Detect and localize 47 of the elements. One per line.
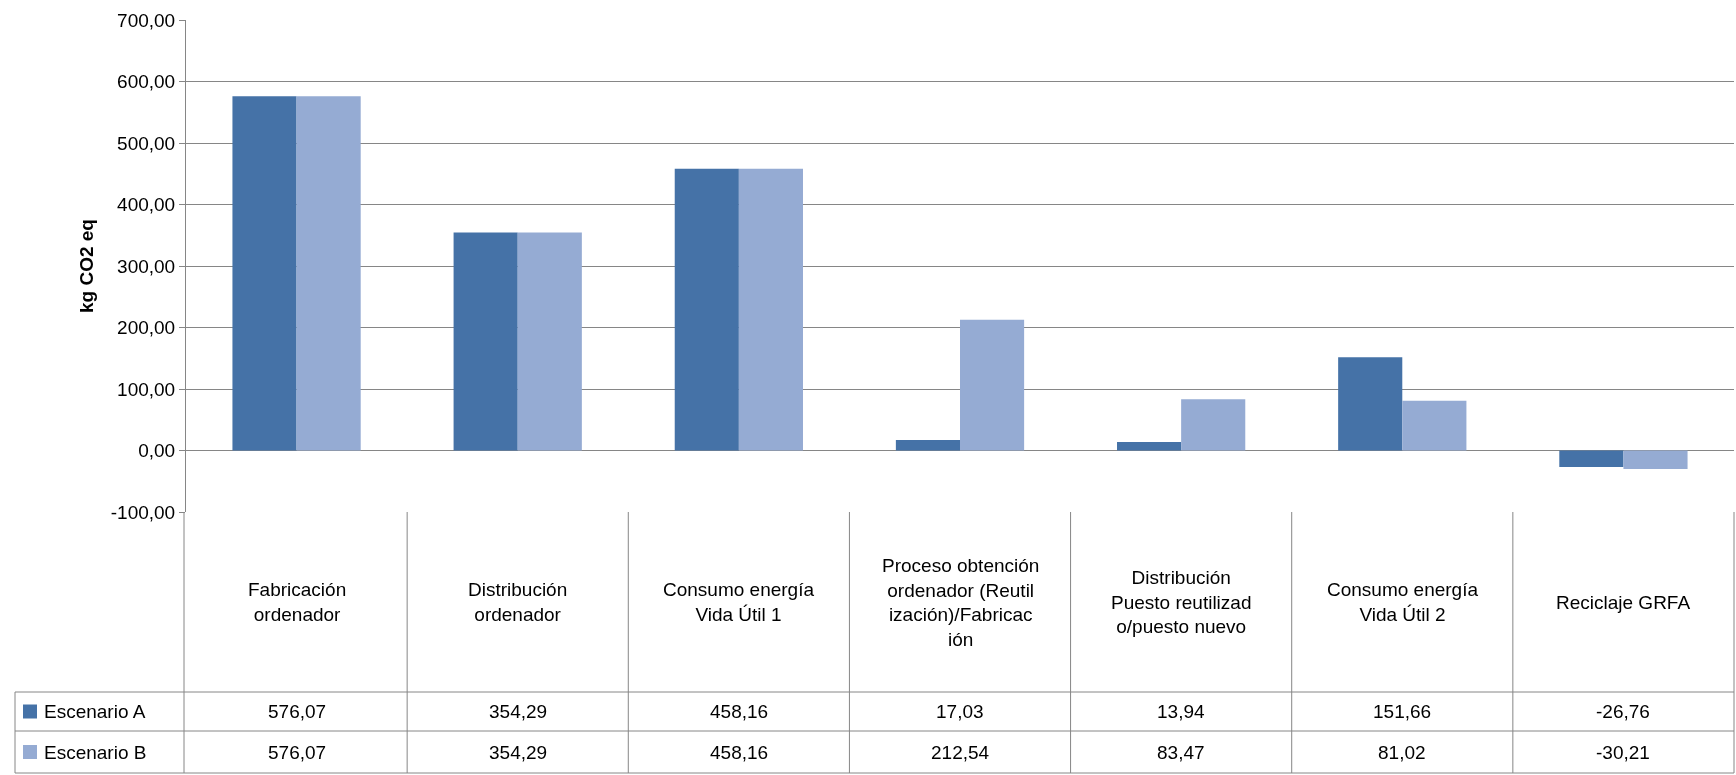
y-tick-label: 400,00 [117,194,176,216]
data-label: 17,03 [936,701,984,722]
data-label: 83,47 [1157,742,1205,763]
y-tick-label: -100,00 [110,501,176,523]
data-label: 576,07 [268,742,327,763]
y-tick-label: 200,00 [117,317,176,339]
legend-label: Escenario A [44,701,146,722]
bar [960,319,1025,451]
bar [1402,400,1467,451]
data-label: -30,21 [1596,742,1650,763]
data-label: 13,94 [1157,701,1205,722]
bar [1559,450,1624,467]
y-tick-label: 100,00 [117,378,176,400]
data-label: 576,07 [268,701,327,722]
y-axis-title: kg CO2 eq [75,219,97,313]
y-tick-label: 300,00 [117,255,176,277]
y-tick-label: 0,00 [138,440,176,462]
bar [453,232,518,451]
data-label: 354,29 [489,742,548,763]
data-label: -26,76 [1596,701,1650,722]
x-tick-label: Fabricación ordenador [248,579,347,625]
y-tick-label: 700,00 [117,9,176,31]
bar [1181,399,1246,451]
x-tick-label: Distribución Puesto reutilizado/puesto nuevo [1111,567,1252,638]
x-tick-label: Reciclaje GRFA [1556,592,1691,613]
bar [1623,450,1688,470]
data-label: 212,54 [931,742,990,763]
data-label: 458,16 [710,701,769,722]
bar [1117,441,1182,451]
legend-label: Escenario B [44,742,147,763]
bar [738,168,803,451]
data-label: 151,66 [1373,701,1432,722]
x-tick-label: Proceso obtención ordenador (Reutilización)/Fabricación [882,555,1040,651]
data-label: 81,02 [1378,742,1426,763]
bar [1338,357,1403,451]
bar [296,96,361,451]
bar [517,232,582,451]
data-label: 354,29 [489,701,548,722]
data-label: 458,16 [710,742,769,763]
y-tick-label: 500,00 [117,132,176,154]
x-tick-label: Consumo energía Vida Útil 2 [1327,579,1479,625]
bar [232,96,297,451]
bar [674,168,739,451]
bar [895,440,960,451]
x-tick-label: Distribución ordenador [468,579,568,625]
y-tick-label: 600,00 [117,71,176,93]
x-tick-label: Consumo energía Vida Útil 1 [663,579,815,625]
